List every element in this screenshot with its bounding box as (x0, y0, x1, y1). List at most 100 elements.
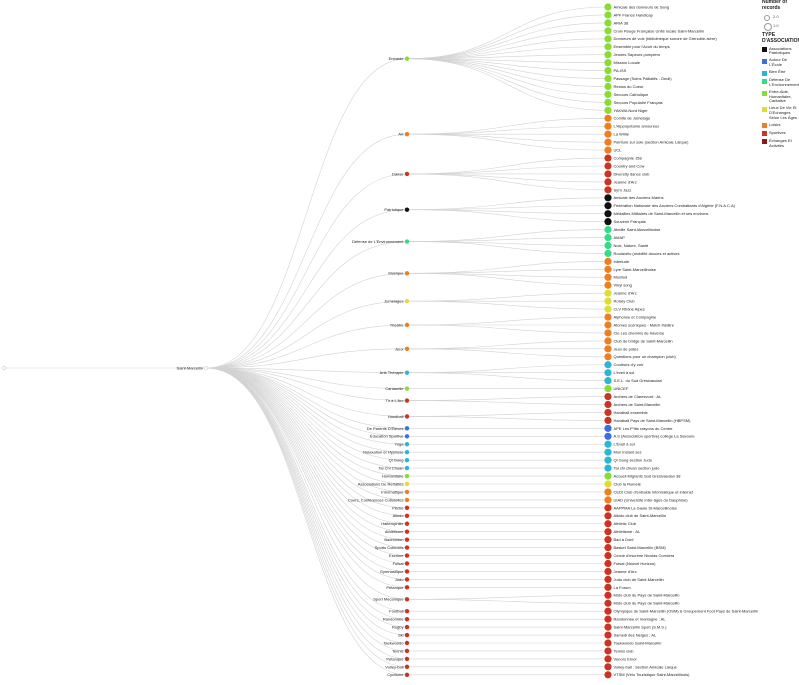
leaf-node[interactable] (604, 512, 612, 520)
category-node[interactable] (404, 426, 410, 431)
leaf-node[interactable] (604, 218, 612, 226)
leaf-node[interactable] (604, 607, 612, 615)
leaf-node[interactable] (604, 400, 612, 409)
leaf-node[interactable] (604, 170, 612, 178)
category-node[interactable] (404, 585, 410, 590)
leaf-node[interactable] (604, 544, 612, 552)
category-node[interactable] (404, 497, 410, 503)
leaf-node[interactable] (604, 448, 612, 456)
leaf-node[interactable] (604, 19, 612, 27)
leaf-node[interactable] (604, 3, 612, 11)
leaf-node[interactable] (604, 432, 612, 440)
leaf-node[interactable] (604, 631, 612, 639)
leaf-node[interactable] (604, 583, 612, 591)
leaf-node[interactable] (604, 671, 612, 679)
category-node[interactable] (404, 505, 410, 511)
category-node[interactable] (404, 664, 410, 670)
leaf-node[interactable] (604, 289, 612, 297)
leaf-node[interactable] (604, 551, 612, 560)
leaf-node[interactable] (604, 385, 612, 393)
leaf-node[interactable] (604, 337, 612, 345)
leaf-node[interactable] (604, 233, 612, 242)
category-node[interactable] (404, 386, 410, 391)
leaf-node[interactable] (604, 27, 612, 35)
leaf-node[interactable] (604, 377, 612, 385)
category-node[interactable] (404, 465, 410, 471)
leaf-node[interactable] (604, 257, 612, 265)
category-node[interactable] (404, 322, 410, 328)
category-node[interactable] (404, 577, 410, 582)
category-node[interactable] (404, 545, 410, 550)
category-node[interactable] (404, 640, 410, 646)
leaf-node[interactable] (604, 11, 612, 19)
leaf-node[interactable] (604, 440, 612, 448)
category-node[interactable] (404, 521, 410, 526)
leaf-node[interactable] (604, 202, 612, 210)
category-node[interactable] (404, 398, 410, 403)
category-node[interactable] (404, 561, 410, 566)
category-node[interactable] (404, 624, 410, 630)
leaf-node[interactable] (604, 615, 612, 623)
leaf-node[interactable] (604, 528, 612, 536)
leaf-node[interactable] (604, 265, 612, 273)
category-node[interactable] (404, 529, 410, 534)
leaf-node[interactable] (604, 210, 612, 218)
leaf-node[interactable] (604, 106, 612, 114)
leaf-node[interactable] (604, 639, 612, 647)
leaf-node[interactable] (604, 90, 612, 99)
category-node[interactable] (404, 473, 410, 479)
leaf-node[interactable] (604, 321, 612, 329)
category-node[interactable] (404, 597, 410, 602)
leaf-node[interactable] (604, 559, 612, 568)
leaf-node[interactable] (604, 130, 612, 138)
category-node[interactable] (404, 370, 410, 375)
leaf-node[interactable] (604, 329, 612, 337)
leaf-node[interactable] (604, 345, 612, 353)
category-node[interactable] (404, 56, 410, 61)
category-node[interactable] (404, 298, 410, 304)
leaf-node[interactable] (604, 122, 612, 130)
leaf-node[interactable] (604, 663, 612, 671)
category-node[interactable] (404, 656, 410, 662)
category-node[interactable] (404, 632, 410, 638)
category-node[interactable] (404, 171, 410, 177)
leaf-node[interactable] (604, 241, 612, 250)
leaf-node[interactable] (604, 647, 612, 655)
leaf-node[interactable] (604, 353, 612, 361)
leaf-node[interactable] (604, 623, 612, 631)
category-node[interactable] (404, 481, 410, 487)
leaf-node[interactable] (604, 162, 612, 170)
leaf-node[interactable] (604, 575, 612, 584)
category-node[interactable] (404, 569, 410, 574)
category-node[interactable] (404, 207, 410, 212)
category-node[interactable] (404, 434, 410, 439)
category-node[interactable] (404, 271, 410, 276)
leaf-node[interactable] (604, 82, 612, 91)
leaf-node[interactable] (604, 67, 612, 75)
leaf-node[interactable] (604, 464, 612, 472)
category-node[interactable] (404, 616, 410, 622)
leaf-node[interactable] (604, 194, 612, 202)
category-node[interactable] (404, 442, 410, 447)
leaf-node[interactable] (604, 249, 612, 258)
leaf-node[interactable] (604, 297, 612, 305)
leaf-node[interactable] (604, 59, 612, 67)
leaf-node[interactable] (604, 313, 612, 321)
leaf-node[interactable] (604, 186, 612, 194)
leaf-node[interactable] (604, 520, 612, 528)
leaf-node[interactable] (604, 408, 612, 417)
leaf-node[interactable] (604, 98, 612, 106)
leaf-node[interactable] (604, 178, 612, 186)
leaf-node[interactable] (604, 281, 612, 289)
leaf-node[interactable] (604, 416, 612, 424)
leaf-node[interactable] (604, 456, 612, 464)
leaf-node[interactable] (604, 43, 612, 51)
leaf-node[interactable] (604, 536, 612, 544)
leaf-node[interactable] (604, 591, 612, 599)
leaf-node[interactable] (604, 51, 612, 59)
category-node[interactable] (404, 609, 410, 614)
category-node[interactable] (404, 537, 410, 542)
category-node[interactable] (404, 489, 410, 495)
leaf-node[interactable] (604, 305, 612, 313)
leaf-node[interactable] (604, 138, 612, 146)
